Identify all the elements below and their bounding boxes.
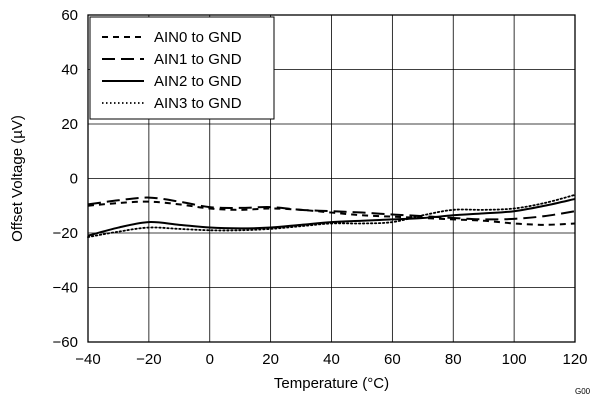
y-tick-label: 40 xyxy=(61,62,78,79)
y-axis-label: Offset Voltage (µV) xyxy=(9,115,26,242)
y-tick-label: −40 xyxy=(53,280,78,297)
series-line-ain0-to-gnd xyxy=(87,200,576,226)
legend-box xyxy=(89,16,275,120)
x-tick-label: −20 xyxy=(136,351,161,368)
plot-frame xyxy=(87,14,576,343)
legend-label: AIN3 to GND xyxy=(154,95,242,112)
y-tick-label: 60 xyxy=(61,7,78,24)
series-line-ain2-to-gnd xyxy=(87,197,576,237)
x-tick-label: 40 xyxy=(323,351,340,368)
legend-label: AIN2 to GND xyxy=(154,73,242,90)
y-tick-label: −60 xyxy=(53,334,78,351)
legend-label: AIN0 to GND xyxy=(154,29,242,46)
legend-label: AIN1 to GND xyxy=(154,51,242,68)
y-tick-label: 0 xyxy=(70,171,78,188)
series-line-ain3-to-gnd xyxy=(87,193,576,238)
figure-code: G00 xyxy=(575,387,591,396)
x-tick-label: −40 xyxy=(75,351,100,368)
series-line-ain1-to-gnd xyxy=(87,196,576,221)
x-tick-label: 60 xyxy=(384,351,401,368)
series-lines xyxy=(87,193,576,238)
y-tick-label: 20 xyxy=(61,116,78,133)
x-tick-label: 20 xyxy=(262,351,279,368)
y-tick-labels: −60 −40 −20 0 20 40 60 xyxy=(53,7,78,351)
x-tick-labels: −40 −20 0 20 40 60 80 100 120 xyxy=(75,351,587,368)
y-tick-label: −20 xyxy=(53,225,78,242)
x-tick-label: 0 xyxy=(206,351,214,368)
legend: AIN0 to GND AIN1 to GND AIN2 to GND AIN3 to… xyxy=(89,16,275,120)
x-tick-label: 100 xyxy=(502,351,527,368)
x-tick-label: 80 xyxy=(445,351,462,368)
x-tick-label: 120 xyxy=(562,351,587,368)
x-axis-label: Temperature (°C) xyxy=(274,375,389,392)
